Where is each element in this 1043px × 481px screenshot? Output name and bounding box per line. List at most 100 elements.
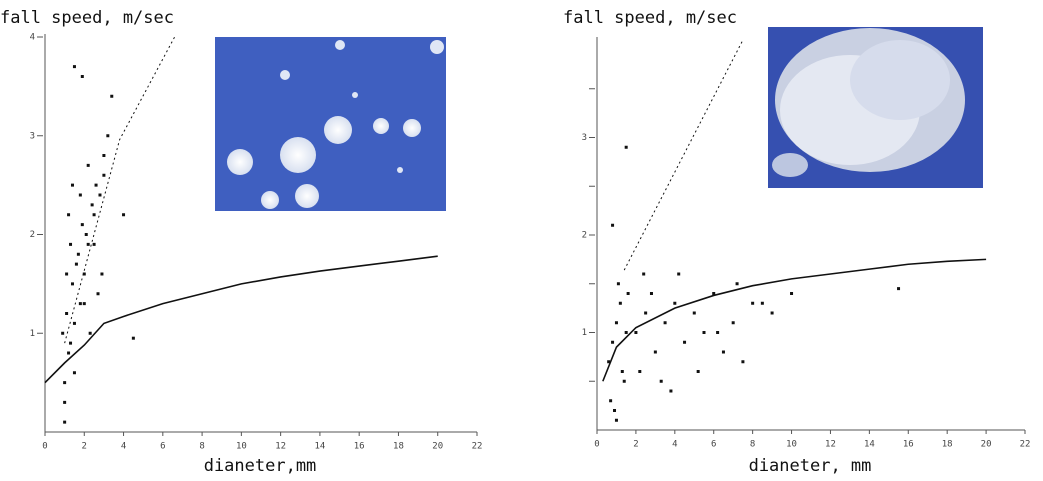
y-tick-label: 4	[30, 33, 35, 43]
point	[80, 223, 84, 227]
curve	[44, 255, 438, 384]
point	[735, 282, 739, 286]
point	[659, 379, 663, 383]
point	[626, 292, 630, 295]
x-tick-label: 0	[594, 440, 599, 450]
point	[100, 272, 104, 276]
point	[716, 331, 720, 334]
y-tick-label: 2	[582, 231, 587, 241]
point	[677, 272, 681, 276]
point	[72, 371, 76, 375]
point	[63, 400, 67, 404]
point	[622, 379, 626, 383]
point	[72, 65, 76, 69]
point	[611, 340, 615, 344]
point	[98, 193, 102, 197]
point	[696, 370, 700, 373]
point	[751, 301, 755, 305]
x-tick-label: 22	[472, 442, 483, 452]
point	[702, 331, 706, 334]
y-tick-label: 1	[30, 329, 35, 339]
point	[616, 282, 620, 286]
x-tick-label: 14	[314, 442, 325, 452]
point	[614, 418, 618, 422]
point	[70, 183, 74, 187]
y-tick-label: 3	[582, 133, 587, 143]
point	[92, 213, 96, 217]
point	[624, 331, 628, 334]
x-tick-label: 6	[160, 442, 165, 452]
x-tick-label: 8	[199, 442, 204, 452]
x-tick-label: 2	[633, 440, 638, 450]
point	[86, 242, 90, 246]
x-axis-label: dianeter,mm	[204, 456, 317, 476]
x-axis-label: dianeter, mm	[749, 456, 872, 476]
point	[897, 287, 901, 291]
chart-title: fall speed, m/sec	[563, 8, 737, 28]
point	[653, 350, 657, 354]
point	[663, 321, 667, 325]
point	[92, 242, 96, 246]
x-tick-label: 2	[82, 442, 87, 452]
point	[69, 242, 73, 246]
chart-title: fall speed, m/sec	[0, 8, 174, 28]
x-tick-label: 18	[393, 442, 404, 452]
point	[86, 163, 90, 167]
point	[88, 331, 92, 335]
x-tick-label: 10	[236, 442, 247, 452]
x-tick-label: 20	[432, 442, 443, 452]
point	[72, 321, 76, 325]
x-tick-label: 8	[750, 440, 755, 450]
x-tick-label: 4	[121, 442, 126, 452]
point	[638, 370, 642, 373]
point	[673, 301, 677, 305]
point	[78, 193, 82, 197]
x-tick-label: 14	[864, 440, 875, 450]
snow-photo-left	[215, 37, 446, 211]
point	[609, 399, 613, 403]
point	[770, 311, 774, 315]
point	[741, 360, 745, 364]
curve	[602, 258, 987, 382]
x-tick-label: 16	[903, 440, 914, 450]
point	[649, 292, 653, 295]
point	[67, 213, 71, 217]
point	[644, 311, 648, 315]
x-tick-label: 0	[42, 442, 47, 452]
point	[102, 154, 106, 157]
point	[122, 213, 126, 217]
point	[642, 272, 646, 276]
point	[618, 301, 622, 305]
point	[721, 350, 725, 354]
point	[634, 331, 638, 334]
y-tick-label: 2	[30, 230, 35, 240]
point	[731, 321, 735, 325]
point	[61, 331, 65, 335]
point	[712, 292, 716, 295]
x-tick-label: 4	[672, 440, 677, 450]
point	[90, 203, 94, 207]
point	[790, 292, 794, 295]
point	[692, 311, 696, 315]
point	[82, 272, 86, 276]
x-tick-label: 12	[275, 442, 286, 452]
point	[63, 420, 67, 424]
x-tick-label: 6	[711, 440, 716, 450]
point	[131, 336, 135, 340]
snow-photo-right	[768, 27, 983, 188]
curve	[623, 39, 744, 271]
point	[760, 301, 764, 305]
point	[669, 389, 673, 393]
x-tick-label: 16	[354, 442, 365, 452]
point	[106, 134, 110, 138]
y-tick-label: 1	[582, 328, 587, 338]
point	[683, 340, 687, 344]
point	[94, 183, 98, 187]
x-tick-label: 22	[1020, 440, 1031, 450]
point	[63, 381, 67, 385]
point	[110, 94, 114, 98]
point	[624, 145, 628, 149]
point	[607, 360, 611, 364]
x-tick-label: 20	[981, 440, 992, 450]
